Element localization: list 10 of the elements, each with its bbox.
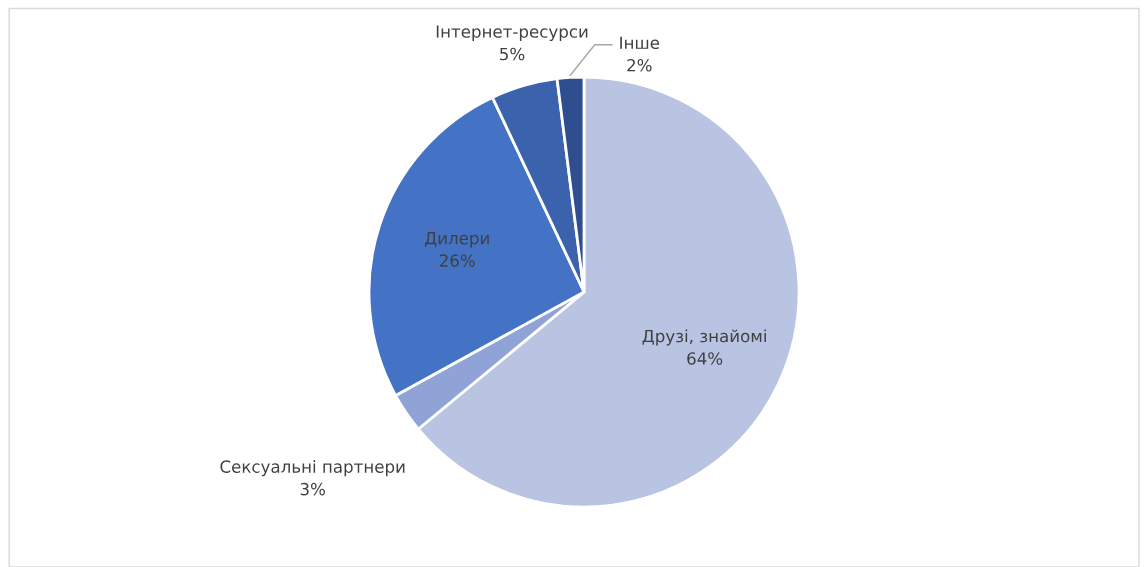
slice-label: Інтернет-ресурси (436, 25, 588, 42)
data-label: 2% (627, 58, 652, 72)
data-label: 26% (439, 254, 475, 267)
slice-label: Інше (620, 36, 660, 50)
slice-label: Сексуальні партнери (220, 460, 405, 477)
slice-label: Дилери (424, 232, 489, 248)
data-label: 5% (500, 47, 525, 61)
data-label: 3% (300, 482, 325, 496)
slice-label: Друзі, знайомі (642, 329, 766, 346)
data-label: 64% (687, 352, 723, 365)
